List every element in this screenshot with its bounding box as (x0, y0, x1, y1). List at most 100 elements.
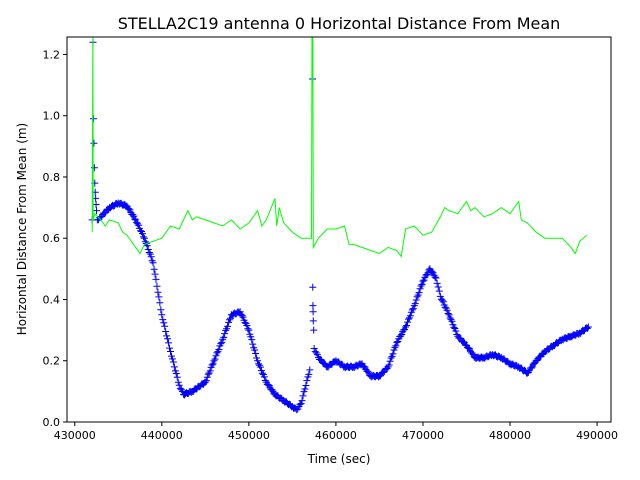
data-point-marker (211, 355, 219, 363)
data-point-marker (150, 265, 158, 273)
data-point-marker (147, 253, 155, 261)
data-point-marker (468, 349, 476, 357)
data-point-marker (164, 335, 172, 343)
data-point-marker (301, 385, 309, 393)
data-point-marker (386, 357, 394, 365)
data-point-marker (135, 221, 143, 229)
data-point-marker (387, 354, 395, 362)
data-point-marker (364, 367, 372, 375)
data-point-marker (309, 283, 317, 291)
data-point-marker (208, 361, 216, 369)
data-point-marker (389, 350, 397, 358)
data-point-marker (428, 268, 436, 276)
data-point-marker (151, 270, 159, 278)
data-point-marker (140, 234, 148, 242)
data-point-marker (138, 230, 146, 238)
data-point-marker (157, 306, 165, 314)
data-point-marker (131, 215, 139, 223)
data-point-marker (432, 274, 440, 282)
data-point-marker (129, 211, 137, 219)
data-point-marker (160, 319, 168, 327)
data-point-marker (527, 364, 535, 372)
data-point-marker (125, 205, 133, 213)
data-point-marker (247, 333, 255, 341)
data-point-marker (221, 330, 229, 338)
data-point-marker (310, 344, 318, 352)
data-point-marker (443, 306, 451, 314)
data-point-marker (165, 339, 173, 347)
data-point-marker (167, 348, 175, 356)
data-point-marker (391, 343, 399, 351)
data-point-marker (433, 279, 441, 287)
data-point-marker (408, 306, 416, 314)
series-line-1 (91, 37, 587, 258)
plot-frame (66, 36, 612, 423)
axis-ticks: 430000 440000 450000 460000 470000 480000 4900… (43, 48, 619, 442)
data-point-marker (166, 344, 174, 352)
data-point-marker (206, 367, 214, 375)
data-point-marker (450, 323, 458, 331)
data-point-marker (243, 322, 251, 330)
data-point-marker (383, 365, 391, 373)
data-point-marker (219, 335, 227, 343)
data-point-marker (218, 338, 226, 346)
data-point-marker (445, 311, 453, 319)
data-point-marker (583, 324, 591, 332)
data-point-marker (448, 317, 456, 325)
data-point-marker (309, 317, 317, 325)
data-point-marker (220, 333, 228, 341)
data-point-marker (409, 305, 417, 313)
y-tick-label: 0.0 (43, 416, 61, 429)
data-point-marker (393, 338, 401, 346)
data-point-marker (306, 366, 314, 374)
data-point-marker (303, 377, 311, 385)
data-point-marker (172, 369, 180, 377)
data-point-marker (436, 292, 444, 300)
data-point-marker (254, 357, 262, 365)
data-point-marker (444, 309, 452, 317)
y-tick-label: 0.8 (43, 171, 61, 184)
data-point-marker (397, 332, 405, 340)
data-point-marker (252, 349, 260, 357)
data-point-marker (251, 346, 259, 354)
data-point-marker (249, 340, 257, 348)
data-point-marker (156, 299, 164, 307)
data-point-marker (202, 377, 210, 385)
data-point-marker (417, 282, 425, 290)
data-point-marker (255, 360, 263, 368)
data-point-marker (163, 332, 171, 340)
data-point-marker (403, 318, 411, 326)
data-point-marker (415, 289, 423, 297)
data-point-marker (302, 382, 310, 390)
x-tick-label: 490000 (576, 429, 618, 442)
data-point-marker (310, 326, 318, 334)
data-point-marker (92, 201, 100, 209)
x-axis-label: Time (sec) (307, 452, 371, 466)
data-point-marker (256, 363, 264, 371)
data-point-marker (297, 400, 305, 408)
data-point-marker (245, 326, 253, 334)
data-point-marker (261, 376, 269, 384)
data-point-marker (419, 277, 427, 285)
data-point-marker (402, 323, 410, 331)
y-tick-label: 0.4 (43, 293, 61, 306)
data-point-marker (312, 349, 320, 357)
data-point-marker (224, 322, 232, 330)
data-point-marker (239, 313, 247, 321)
data-point-marker (149, 259, 157, 267)
data-point-marker (210, 357, 218, 365)
data-point-marker (217, 340, 225, 348)
data-point-marker (268, 386, 276, 394)
x-tick-label: 470000 (402, 429, 444, 442)
data-point-marker (201, 378, 209, 386)
data-point-marker (452, 327, 460, 335)
data-point-marker (170, 363, 178, 371)
data-point-marker (309, 308, 317, 316)
x-tick-label: 430000 (54, 429, 96, 442)
data-point-marker (255, 361, 263, 369)
data-point-marker (90, 164, 98, 172)
series-markers-0 (88, 37, 592, 414)
data-point-marker (90, 139, 98, 147)
